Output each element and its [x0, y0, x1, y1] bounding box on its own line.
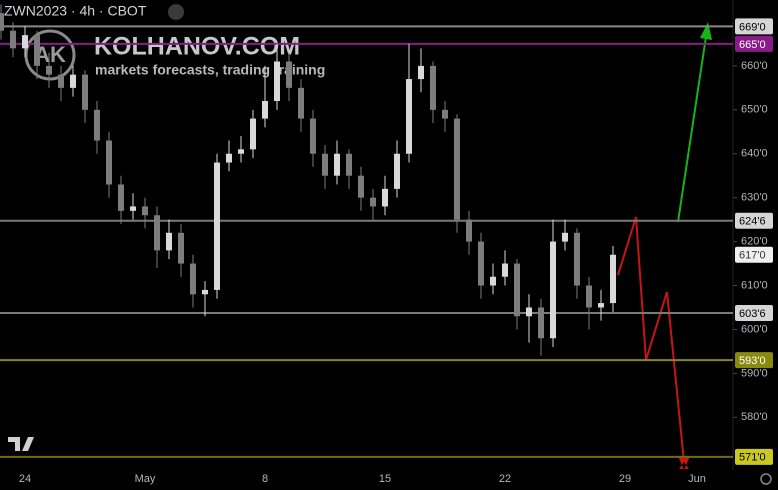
candle-body	[0, 13, 4, 31]
y-tick-label: 650'0	[741, 104, 768, 116]
candle-body	[550, 241, 556, 339]
candle-body	[598, 303, 604, 308]
level-box	[735, 212, 773, 229]
candle-body	[154, 215, 160, 251]
x-tick-label: May	[135, 473, 156, 485]
level-box	[735, 448, 773, 465]
candle-body	[46, 65, 52, 75]
candle-body	[370, 197, 376, 207]
level-label: 593'0	[739, 355, 766, 367]
last-price-box	[735, 246, 773, 263]
candle-body	[502, 263, 508, 277]
y-tick-label: 590'0	[741, 367, 768, 379]
x-tick-label: 24	[19, 473, 31, 485]
candle-body	[10, 30, 16, 49]
watermark-tagline: markets forecasts, trading training	[95, 62, 325, 78]
x-tick-label: 8	[262, 473, 268, 485]
candle-body	[562, 232, 568, 242]
header-button[interactable]	[168, 4, 184, 20]
candle-body	[298, 87, 304, 119]
level-box	[735, 18, 773, 35]
candle-body	[490, 276, 496, 286]
candle-body	[190, 263, 196, 295]
candle-body	[22, 35, 28, 49]
candle-body	[526, 307, 532, 317]
y-tick-label: 580'0	[741, 411, 768, 423]
candle-body	[538, 307, 544, 339]
level-box	[735, 35, 773, 52]
candle-body	[322, 153, 328, 176]
candle-body	[394, 153, 400, 189]
candle-body	[346, 153, 352, 176]
candle-body	[226, 153, 232, 163]
y-tick-label: 620'0	[741, 235, 768, 247]
candle-body	[118, 184, 124, 211]
candle-body	[514, 263, 520, 317]
bull-projection	[677, 29, 708, 223]
candle-body	[358, 175, 364, 198]
y-tick-label: 600'0	[741, 323, 768, 335]
logo-ring	[24, 29, 76, 81]
candle-body	[58, 74, 64, 88]
candle-body	[250, 118, 256, 150]
settings-icon[interactable]	[760, 473, 772, 485]
level-label: 665'0	[739, 39, 766, 51]
candle-body	[70, 74, 76, 88]
candle-body	[430, 65, 436, 110]
candle-body	[202, 289, 208, 295]
candle-body	[82, 74, 88, 110]
watermark-site: KOLHANOV.COM	[94, 33, 300, 61]
level-label: 571'0	[739, 452, 766, 464]
candle-body	[34, 35, 40, 66]
last-price-label: 617'0	[739, 250, 766, 262]
candle-body	[574, 232, 580, 286]
level-label: 669'0	[739, 21, 766, 33]
candle-body	[238, 149, 244, 154]
x-tick-label: 15	[379, 473, 391, 485]
candle-body	[178, 232, 184, 264]
candle-body	[166, 232, 172, 251]
symbol-title: ZWN2023 · 4h · CBOT	[4, 3, 147, 19]
tv-logo	[8, 437, 34, 451]
candle-body	[406, 79, 412, 154]
candle-body	[334, 153, 340, 176]
candle-body	[454, 118, 460, 220]
candle-body	[130, 206, 136, 211]
level-box	[735, 304, 773, 321]
level-label: 624'6	[739, 216, 766, 228]
y-tick-label: 630'0	[741, 192, 768, 204]
candle-body	[286, 61, 292, 88]
projection-arrowhead	[678, 456, 690, 470]
candle-body	[94, 109, 100, 141]
candle-body	[382, 188, 388, 207]
level-box	[735, 352, 773, 369]
candle-body	[214, 162, 220, 290]
candle-body	[418, 65, 424, 80]
candle-body	[442, 109, 448, 119]
x-tick-label: 29	[619, 473, 631, 485]
candle-body	[142, 206, 148, 216]
candle-body	[310, 118, 316, 154]
x-tick-label: Jun	[688, 473, 706, 485]
candle-body	[610, 254, 616, 304]
y-tick-label: 660'0	[741, 60, 768, 72]
x-tick-label: 22	[499, 473, 511, 485]
candle-body	[586, 285, 592, 308]
candle-body	[106, 140, 112, 185]
candle-body	[478, 241, 484, 286]
level-label: 603'6	[739, 308, 766, 320]
candle-body	[262, 101, 268, 119]
candle-body	[466, 219, 472, 242]
y-tick-label: 610'0	[741, 279, 768, 291]
candle-body	[274, 61, 280, 102]
y-tick-label: 640'0	[741, 148, 768, 160]
